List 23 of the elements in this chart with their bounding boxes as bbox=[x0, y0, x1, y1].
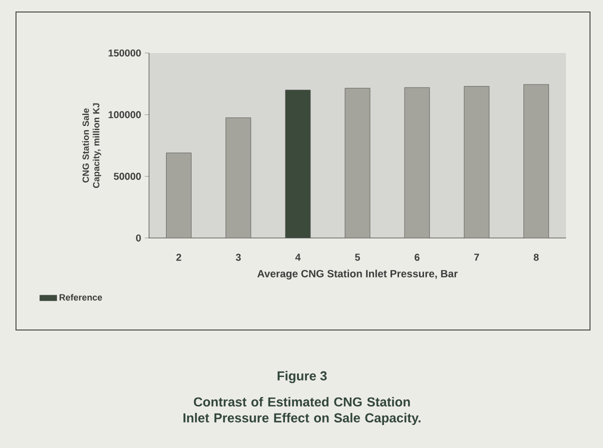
x-tick-label: 4 bbox=[295, 254, 301, 261]
text: Contrast of Estimated CNG Station Inlet Pressure Effect on Sale Capacity. bbox=[184, 396, 420, 426]
bar bbox=[166, 152, 192, 238]
bar bbox=[344, 88, 370, 238]
x-tick-label: 7 bbox=[474, 254, 479, 261]
x-tick-label: 8 bbox=[534, 254, 539, 261]
y-axis-title: CNG Station Sale Capacity, million KJ bbox=[82, 103, 102, 188]
bar bbox=[285, 90, 311, 238]
x-tick-label: 3 bbox=[236, 254, 241, 261]
bar bbox=[226, 118, 252, 238]
x-tick-label: 2 bbox=[176, 254, 182, 261]
y-tick-label: 0 bbox=[136, 234, 141, 242]
x-tick-label: 5 bbox=[355, 254, 360, 261]
y-tick-label: 100000 bbox=[108, 111, 141, 118]
y-tick-label: 50000 bbox=[114, 172, 141, 180]
x-axis-title: Average CNG Station Inlet Pressure, Bar bbox=[257, 270, 458, 280]
y-tick-label: 150000 bbox=[108, 49, 141, 57]
text: Figure 3 bbox=[278, 370, 327, 384]
bar bbox=[404, 87, 430, 238]
bar bbox=[464, 86, 490, 238]
x-tick-label: 6 bbox=[414, 254, 420, 261]
legend-label: Reference bbox=[60, 294, 102, 301]
bar bbox=[524, 84, 549, 238]
